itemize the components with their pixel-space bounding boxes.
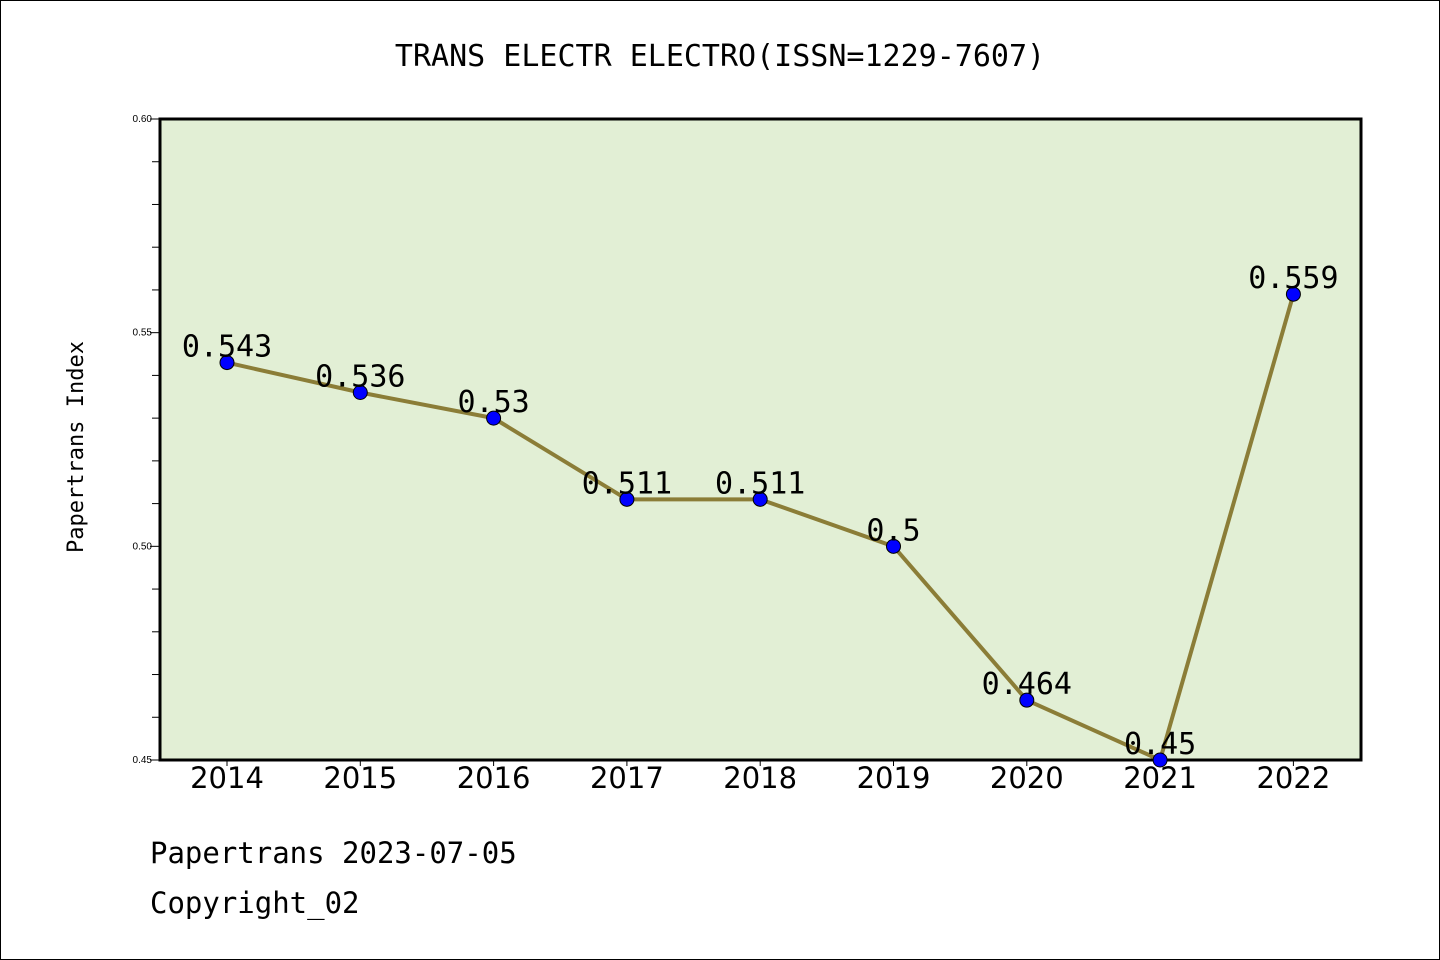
chart-title: TRANS ELECTR ELECTRO(ISSN=1229-7607)	[395, 39, 1045, 74]
data-label: 0.559	[1248, 261, 1338, 296]
data-point	[752, 491, 768, 507]
data-point	[1152, 752, 1168, 768]
data-point	[886, 538, 901, 554]
data-label: 0.511	[715, 466, 805, 501]
data-point	[219, 355, 235, 371]
y-tick-label: 0.45	[133, 755, 153, 766]
y-tick-label: 0.55	[133, 328, 153, 339]
data-labels: 0.543 0.536 0.53 0.511 0.511 0.5 0.464 0.45 0.55…	[182, 261, 1339, 762]
data-point	[1285, 286, 1301, 302]
y-axis-label: Papertrans Index	[64, 341, 89, 553]
x-tick-label: 2018	[723, 761, 797, 795]
x-tick-label: 2017	[590, 761, 664, 795]
y-tick-label: 0.60	[133, 114, 153, 125]
data-point	[486, 410, 502, 426]
y-axis: 0.45 0.50 0.55 0.60	[133, 114, 160, 766]
footer-copyright: Copyright_02	[150, 886, 360, 920]
data-label: 0.53	[457, 385, 529, 420]
x-tick-label: 2016	[457, 761, 531, 795]
data-label: 0.5	[866, 513, 920, 548]
data-point	[1019, 692, 1035, 708]
data-label: 0.464	[982, 667, 1072, 702]
data-label: 0.45	[1124, 727, 1196, 762]
data-label: 0.543	[182, 330, 272, 365]
data-point	[619, 491, 635, 507]
footer-date: Papertrans 2023-07-05	[150, 836, 517, 870]
x-tick-label: 2014	[190, 761, 264, 795]
x-tick-label: 2020	[990, 761, 1064, 795]
plot-area	[158, 117, 1363, 762]
x-tick-label: 2019	[857, 761, 931, 795]
x-tick-label: 2022	[1256, 761, 1330, 795]
y-tick-label: 0.50	[133, 541, 153, 552]
data-label: 0.511	[582, 466, 672, 501]
data-point	[352, 384, 368, 400]
data-points	[219, 286, 1301, 768]
data-label: 0.536	[315, 359, 405, 394]
x-tick-label: 2015	[323, 761, 397, 795]
